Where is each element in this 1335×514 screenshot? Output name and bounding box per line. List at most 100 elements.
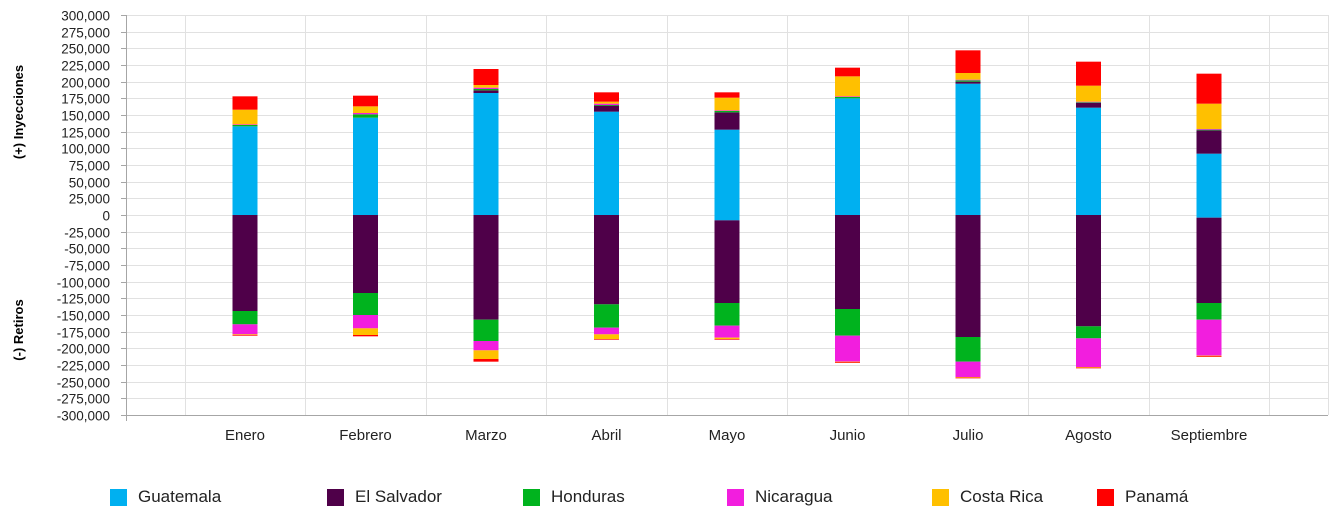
bar-segment-honduras-negative [473, 319, 499, 341]
y-tick-label: 125,000 [61, 126, 110, 141]
bar-segment-panam--positive [955, 50, 981, 73]
bar-segment-costa-rica-negative [473, 350, 499, 359]
legend-item-nicaragua: Nicaragua [727, 484, 833, 510]
bar-segment-honduras-positive [594, 105, 619, 106]
bar-segment-honduras-positive [473, 89, 499, 91]
bar-segment-panam--negative [714, 339, 740, 340]
bar-segment-costa-rica-positive [353, 106, 378, 113]
bar-segment-honduras-negative [594, 304, 619, 328]
y-tick-label: 250,000 [61, 42, 110, 57]
bar-segment-guatemala-positive [835, 98, 860, 215]
y-tick-label: -150,000 [57, 309, 110, 324]
bar-segment-costa-rica-negative [232, 334, 258, 335]
y-tick-label: -300,000 [57, 409, 110, 424]
stacked-bar-chart: -300,000 -275,000-250,000 -225,000 -200,000… [11, 9, 1329, 444]
bar-segment-honduras-positive [955, 80, 981, 82]
bar-segment-panam--positive [714, 92, 740, 98]
legend-item-panam-: Panamá [1097, 484, 1188, 510]
bar-segment-honduras-positive [353, 114, 378, 118]
bar-segment-nicaragua-negative [1196, 319, 1222, 356]
bar-segment-costa-rica-positive [594, 101, 619, 104]
bar-segment-costa-rica-negative [353, 328, 378, 335]
legend-swatch [1097, 488, 1114, 506]
bar-segment-costa-rica-negative [594, 334, 619, 339]
y-tick-label: 225,000 [61, 59, 110, 74]
bar-segment-costa-rica-negative [835, 361, 860, 363]
bar-segment-el-salvador-positive [1196, 130, 1222, 154]
x-tick-label: Enero [225, 427, 265, 444]
legend-swatch [110, 488, 127, 506]
bar-segment-nicaragua-negative [232, 324, 258, 335]
axes [121, 15, 1328, 421]
bar-segment-costa-rica-negative [714, 337, 740, 339]
bar-segment-nicaragua-negative [594, 327, 619, 335]
y-tick-label: -225,000 [57, 359, 110, 374]
bar-segment-costa-rica-positive [714, 97, 740, 111]
bar-segment-panam--negative [1076, 367, 1101, 369]
legend-swatch [523, 488, 540, 506]
bar-segment-nicaragua-positive [473, 87, 499, 89]
bar-segment-panam--positive [1076, 61, 1101, 86]
legend-item-el-salvador: El Salvador [327, 484, 442, 510]
bar-segment-honduras-negative [1196, 303, 1222, 320]
bar-segment-panam--negative [232, 335, 258, 336]
legend-swatch [932, 488, 949, 506]
legend-label: Costa Rica [960, 487, 1044, 506]
bar-segment-nicaragua-positive [955, 79, 981, 81]
legend-label: Panamá [1125, 487, 1189, 506]
y-axis-label-negative: (-) Retiros [11, 299, 26, 360]
y-tick-label: 300,000 [61, 9, 110, 24]
y-tick-label: -25,000 [64, 226, 110, 241]
bar-segment-guatemala-positive [714, 129, 740, 215]
bar-segment-el-salvador-negative [1076, 215, 1101, 327]
bar-segment-costa-rica-negative [1196, 355, 1222, 357]
bar-segment-guatemala-negative [1196, 215, 1222, 218]
bar-segment-honduras-positive [1196, 129, 1222, 131]
x-tick-label: Julio [953, 427, 984, 444]
bar-segment-el-salvador-negative [353, 215, 378, 293]
bar-segment-el-salvador-positive [594, 105, 619, 112]
bar-segment-nicaragua-positive [714, 110, 740, 111]
bars [232, 50, 1222, 379]
legend-item-guatemala: Guatemala [110, 484, 221, 510]
y-tick-label: 100,000 [61, 142, 110, 157]
bar-segment-nicaragua-negative [955, 361, 981, 377]
bar-segment-panam--positive [473, 69, 499, 85]
legend-label: Honduras [551, 487, 625, 506]
bar-segment-el-salvador-negative [473, 215, 499, 320]
bar-segment-honduras-negative [353, 293, 378, 315]
y-tick-label: 150,000 [61, 109, 110, 124]
bar-segment-panam--negative [594, 339, 619, 340]
bar-segment-panam--negative [955, 377, 981, 379]
bar-segment-el-salvador-positive [473, 90, 499, 93]
y-tick-label: -125,000 [57, 292, 110, 307]
y-axis-label-positive: (+) Inyecciones [11, 65, 26, 159]
bar-segment-panam--positive [1196, 73, 1222, 104]
bar-segment-costa-rica-negative [955, 377, 981, 378]
x-tick-label: Febrero [339, 427, 392, 444]
bar-segment-costa-rica-positive [232, 109, 258, 125]
y-tick-label: 200,000 [61, 76, 110, 91]
bar-segment-nicaragua-negative [473, 341, 499, 351]
bar-segment-nicaragua-positive [353, 113, 378, 115]
bar-segment-honduras-positive [232, 125, 258, 127]
bar-segment-guatemala-negative [714, 215, 740, 221]
bar-segment-panam--negative [835, 362, 860, 363]
bar-segment-honduras-negative [1076, 326, 1101, 339]
bar-segment-el-salvador-negative [714, 220, 740, 303]
bar-segment-honduras-negative [232, 311, 258, 325]
bar-segment-el-salvador-positive [1076, 103, 1101, 108]
bar-segment-honduras-positive [714, 111, 740, 113]
bar-segment-nicaragua-positive [835, 96, 860, 97]
bar-segment-el-salvador-negative [1196, 217, 1222, 303]
bar-segment-costa-rica-positive [473, 85, 499, 88]
bar-segment-panam--negative [473, 359, 499, 362]
bar-segment-guatemala-positive [232, 126, 258, 215]
x-tick-labels: Enero Febrero Marzo Abril Mayo Junio Julio Agos… [225, 427, 1247, 444]
bar-segment-guatemala-positive [473, 93, 499, 215]
bar-segment-nicaragua-positive [1076, 101, 1101, 103]
x-tick-label: Mayo [709, 427, 746, 444]
bar-segment-costa-rica-negative [1076, 367, 1101, 368]
bar-segment-honduras-positive [1076, 102, 1101, 103]
bar-segment-nicaragua-negative [1076, 338, 1101, 367]
